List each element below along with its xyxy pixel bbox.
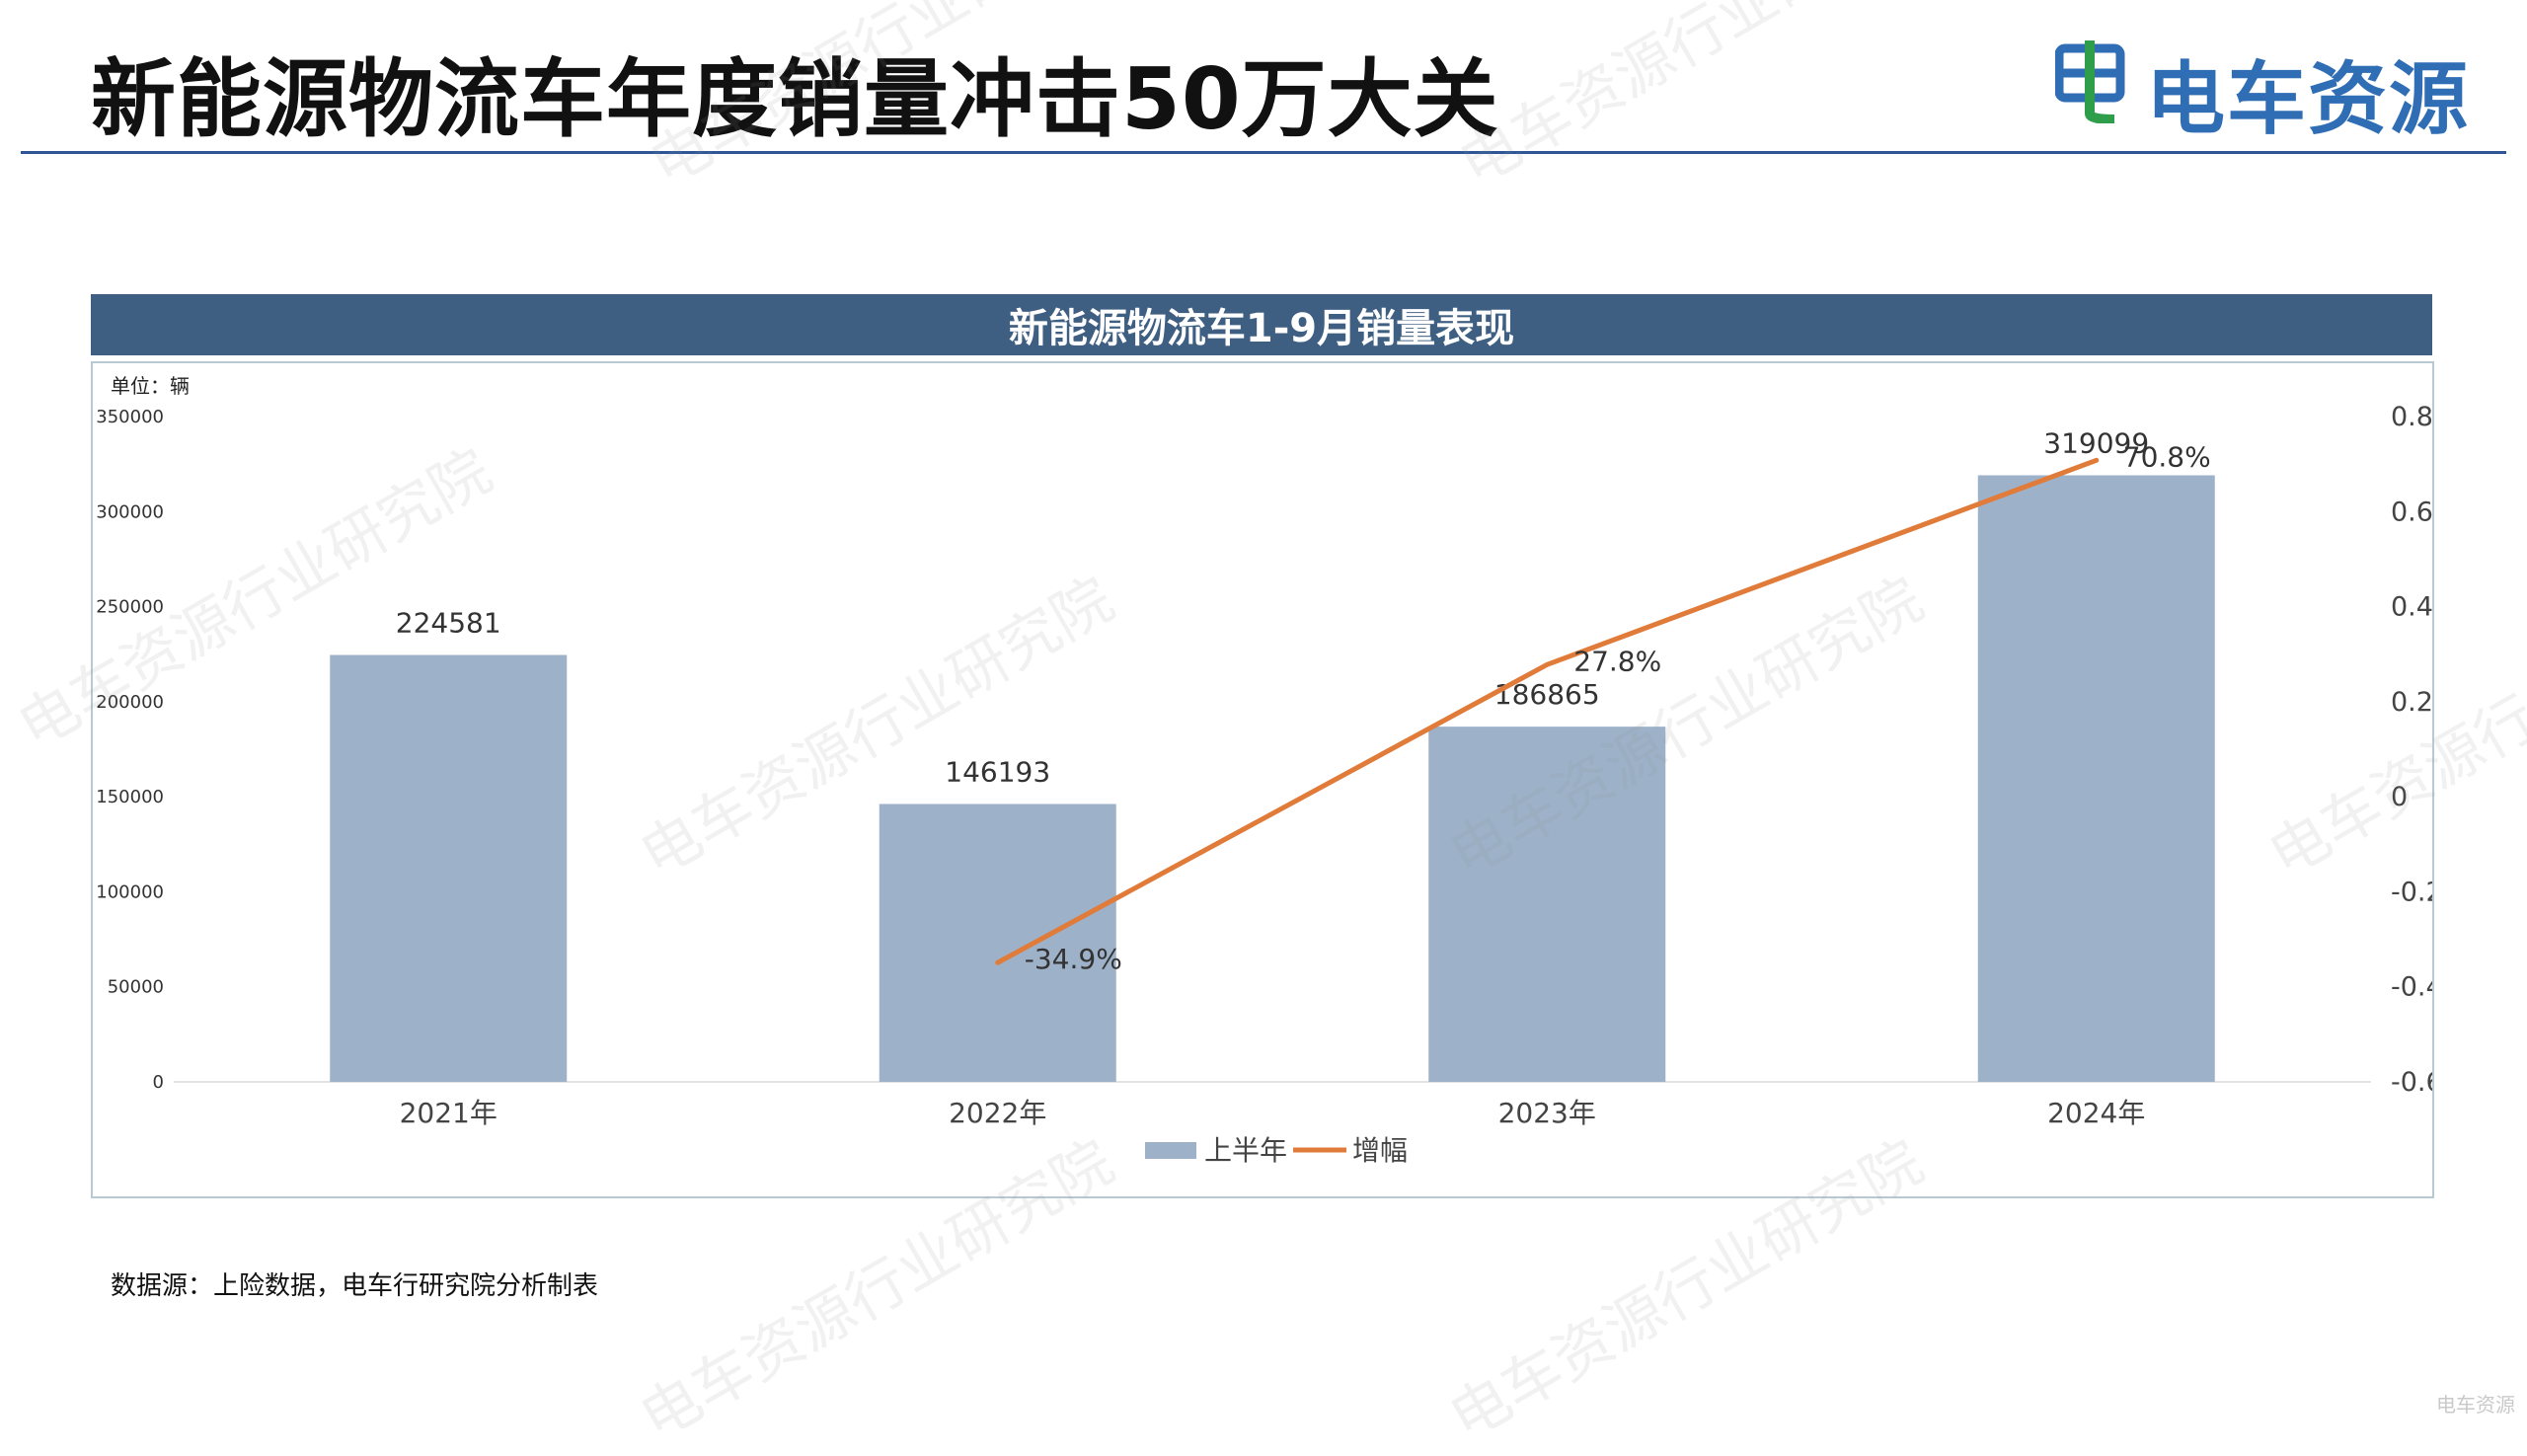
line-data-label: 70.8% (2123, 440, 2211, 473)
combo-chart: 单位：辆 0 50000 100000 150000 200000 250000 300000… (96, 374, 2432, 1167)
y-left-tick-label: 250000 (96, 597, 164, 618)
bar (1977, 475, 2215, 1083)
y-left-tick-label: 50000 (108, 977, 164, 998)
bar (879, 804, 1116, 1082)
y-right-tick-label: 0.2 (2391, 687, 2432, 718)
source-note: 数据源：上险数据，电车行研究院分析制表 (111, 1271, 599, 1301)
x-tick-label: 2024年 (2047, 1097, 2145, 1129)
header-rule (21, 151, 2506, 154)
watermark: 电车资源行业研究院 (1448, 0, 1945, 200)
x-tick-label: 2022年 (949, 1097, 1046, 1129)
y-left-tick-label: 300000 (96, 501, 164, 522)
y-left-tick-label: 150000 (96, 787, 164, 807)
x-tick-label: 2023年 (1498, 1097, 1596, 1129)
y-right-tick-label: 0 (2391, 782, 2408, 812)
page-title: 新能源物流车年度销量冲击50万大关 (91, 50, 1499, 149)
bar (330, 654, 568, 1082)
y-left-tick-label: 0 (153, 1072, 164, 1093)
corner-mark: 电车资源 (2436, 1393, 2515, 1417)
brand-logo: 电车资源 (2055, 30, 2468, 145)
y-right-tick-label: 0.6 (2391, 497, 2432, 527)
bar-data-label: 224581 (396, 607, 501, 640)
y-right-tick-label: -0.6 (2391, 1067, 2432, 1098)
legend-label: 增幅 (1352, 1134, 1408, 1167)
line-data-label: 27.8% (1573, 645, 1661, 677)
y-right-tick-label: -0.4 (2391, 972, 2432, 1003)
y-left-tick-label: 200000 (96, 692, 164, 713)
y-left-tick-label: 100000 (96, 881, 164, 902)
bar-data-label: 146193 (945, 755, 1050, 788)
brand-logo-text: 电车资源 (2146, 53, 2470, 145)
line-data-label: -34.9% (1025, 943, 1122, 975)
legend-label: 上半年 (1204, 1134, 1287, 1167)
y-right-tick-label: -0.2 (2391, 877, 2432, 907)
unit-label: 单位：辆 (111, 374, 190, 398)
y-right-tick-label: 0.4 (2391, 592, 2432, 623)
bar (1428, 727, 1666, 1082)
y-right-tick-label: 0.8 (2391, 402, 2432, 432)
growth-line (995, 457, 2100, 965)
x-tick-label: 2021年 (400, 1097, 498, 1129)
chart-title: 新能源物流车1-9月销量表现 (91, 294, 2432, 355)
legend-swatch-bar (1145, 1142, 1196, 1159)
bar-data-label: 319099 (2043, 427, 2149, 460)
chart-frame: 单位：辆 0 50000 100000 150000 200000 250000 300000… (91, 361, 2434, 1198)
y-left-tick-label: 350000 (96, 407, 164, 427)
brand-logo-icon (2055, 40, 2125, 123)
